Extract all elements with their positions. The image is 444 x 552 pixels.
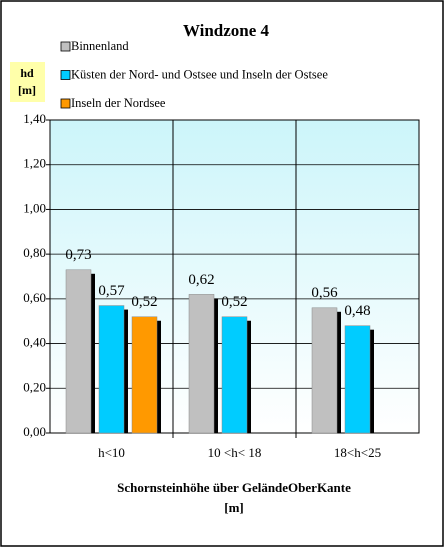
y-tick-label: 1,20	[23, 156, 46, 171]
bar	[98, 305, 125, 434]
legend-swatch	[60, 98, 71, 109]
chart-title: Windzone 4	[183, 21, 270, 40]
x-axis-label: [m]	[224, 500, 244, 515]
bar	[65, 269, 92, 434]
bar	[188, 294, 215, 434]
bar	[344, 325, 371, 434]
y-tick-label: 1,40	[23, 111, 46, 126]
y-tick-label: 0,20	[23, 379, 46, 394]
y-tick-label: 0,60	[23, 290, 46, 305]
value-label: 0,56	[311, 285, 338, 301]
legend-label: Binnenland	[71, 39, 129, 53]
y-axis-label: [m]	[18, 83, 36, 97]
x-axis-label: Schornsteinhöhe über GeländeOberKante	[117, 480, 351, 495]
bar	[131, 316, 158, 434]
value-label: 0,52	[221, 294, 247, 310]
y-tick-label: 0,80	[23, 245, 46, 260]
x-tick-label: h<10	[98, 445, 125, 460]
y-tick-label: 1,00	[23, 200, 46, 215]
bar	[311, 307, 338, 434]
value-label: 0,52	[131, 294, 157, 310]
x-tick-label: 10 <h< 18	[208, 445, 262, 460]
x-tick-label: 18<h<25	[334, 445, 381, 460]
legend-label: Küsten der Nord- und Ostsee und Inseln d…	[71, 67, 328, 81]
legend-swatch	[60, 70, 71, 80]
legend-label: Inseln der Nordsee	[71, 96, 166, 110]
value-label: 0,48	[344, 303, 370, 319]
y-tick-label: 0,40	[23, 335, 46, 350]
value-label: 0,73	[65, 247, 91, 263]
value-label: 0,62	[188, 272, 214, 288]
y-axis-label: hd	[20, 66, 34, 80]
bar	[221, 316, 248, 434]
y-label-box	[10, 62, 45, 102]
y-tick-label: 0,00	[23, 424, 46, 439]
legend-swatch	[60, 41, 71, 52]
value-label: 0,57	[98, 283, 125, 299]
